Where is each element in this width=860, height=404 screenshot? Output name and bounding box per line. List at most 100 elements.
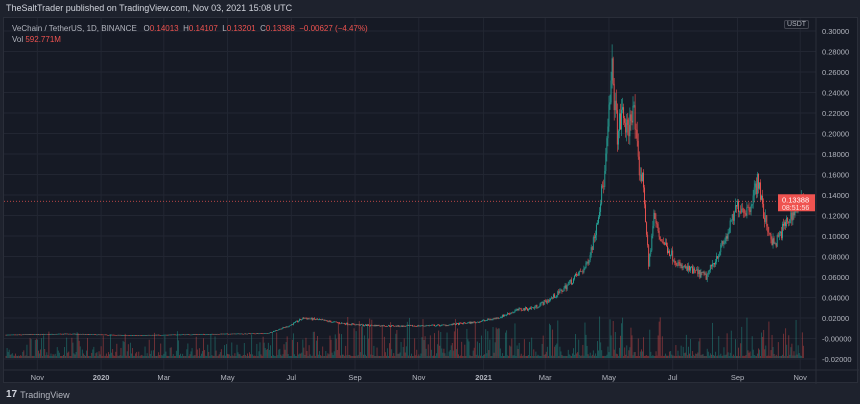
candle-body xyxy=(617,130,619,145)
candle-body xyxy=(777,235,779,237)
volume-bar xyxy=(289,355,291,358)
tradingview-logo-icon[interactable]: 17 xyxy=(6,389,18,400)
candle-body xyxy=(465,323,467,324)
candle-body xyxy=(257,333,259,334)
currency-badge[interactable]: USDT xyxy=(784,20,810,29)
volume-bar xyxy=(331,352,333,358)
volume-bar xyxy=(527,355,528,358)
volume-bar xyxy=(543,354,545,358)
volume-bar xyxy=(570,355,572,358)
candle-body xyxy=(678,262,680,264)
volume-bar xyxy=(257,355,259,358)
volume-bar xyxy=(680,345,682,358)
volume-bar xyxy=(214,336,216,358)
volume-bar xyxy=(776,355,778,358)
volume-bar xyxy=(715,351,717,358)
candle-body xyxy=(442,324,444,326)
volume-bar xyxy=(623,355,625,358)
volume-bar xyxy=(380,355,382,358)
candle-body xyxy=(225,333,226,335)
candle-body xyxy=(188,334,190,335)
volume-bar xyxy=(366,356,368,358)
candlestick-chart[interactable]: 0.300000.280000.260000.240000.220000.200… xyxy=(4,18,859,384)
volume-bar xyxy=(277,355,279,358)
volume-bar xyxy=(312,331,314,358)
volume-bar xyxy=(674,355,676,358)
volume-bar xyxy=(441,348,443,358)
candle-body xyxy=(14,334,16,336)
volume-bar xyxy=(461,341,463,358)
volume-bar xyxy=(653,355,655,358)
brand-name[interactable]: TradingView xyxy=(20,389,70,400)
volume-bar xyxy=(592,350,594,358)
volume-bar xyxy=(537,354,539,358)
candle-body xyxy=(68,333,70,335)
volume-bar xyxy=(411,353,412,358)
candle-body xyxy=(731,214,733,221)
candle-body xyxy=(789,219,791,224)
candle-body xyxy=(256,333,258,334)
close-label: C xyxy=(260,24,266,33)
volume-bar xyxy=(395,333,397,358)
volume-bar xyxy=(445,355,447,358)
candle-body xyxy=(377,325,379,326)
candle-body xyxy=(470,321,472,324)
volume-bar xyxy=(546,346,548,358)
candle-body xyxy=(460,322,462,324)
volume-bar xyxy=(644,355,645,358)
candle-body xyxy=(444,324,446,326)
volume-bar xyxy=(705,356,707,358)
volume-bar xyxy=(32,355,34,358)
candle-body xyxy=(8,334,10,336)
volume-bar xyxy=(71,337,73,358)
volume-bar xyxy=(635,355,637,358)
bar-countdown: 08:51:56 xyxy=(782,205,809,212)
candle-body xyxy=(174,334,176,336)
candle-body xyxy=(742,208,744,210)
volume-bar xyxy=(455,349,457,358)
candle-body xyxy=(440,325,442,327)
candle-body xyxy=(408,325,410,326)
volume-bar xyxy=(89,355,91,358)
candle-body xyxy=(489,319,491,320)
candle-body xyxy=(549,298,551,300)
candle-body xyxy=(220,333,222,335)
volume-bar xyxy=(285,342,287,358)
candle-body xyxy=(399,326,401,328)
volume-bar xyxy=(374,355,376,358)
candle-body xyxy=(173,334,175,336)
candle-body xyxy=(504,315,505,317)
volume-bar xyxy=(132,348,133,358)
candle-body xyxy=(18,334,19,336)
volume-bar xyxy=(434,333,435,358)
candle-body xyxy=(657,224,659,231)
volume-bar xyxy=(475,354,477,358)
volume-bar xyxy=(791,343,793,358)
volume-bar xyxy=(364,335,365,358)
volume-bar xyxy=(150,350,152,358)
candle-body xyxy=(340,322,342,324)
candle-body xyxy=(616,110,618,145)
candle-body xyxy=(490,319,492,320)
symbol-title[interactable]: VeChain / TetherUS, 1D, BINANCE xyxy=(12,24,137,33)
candle-body xyxy=(219,333,221,335)
volume-bar xyxy=(645,355,647,358)
candle-body xyxy=(149,335,151,336)
candle-body xyxy=(585,262,587,268)
candle-body xyxy=(578,272,580,276)
chart-pane[interactable]: 0.30000 0.28000 0.26000 0.24000 0.22000 0.200… xyxy=(3,17,859,384)
footer: 17 TradingView xyxy=(6,389,70,400)
volume-bar xyxy=(389,343,391,358)
candle-body xyxy=(360,324,362,325)
volume-bar xyxy=(529,341,531,358)
volume-bar xyxy=(729,352,731,358)
volume-bar xyxy=(310,355,312,358)
candle-body xyxy=(479,321,481,323)
volume-bar xyxy=(24,355,26,358)
volume-bar xyxy=(228,354,230,358)
y-tick-label: 0.24000 xyxy=(822,89,849,98)
candle-body xyxy=(246,333,248,335)
volume-bar xyxy=(111,352,113,358)
volume-bar xyxy=(533,349,535,358)
candle-body xyxy=(67,333,69,335)
